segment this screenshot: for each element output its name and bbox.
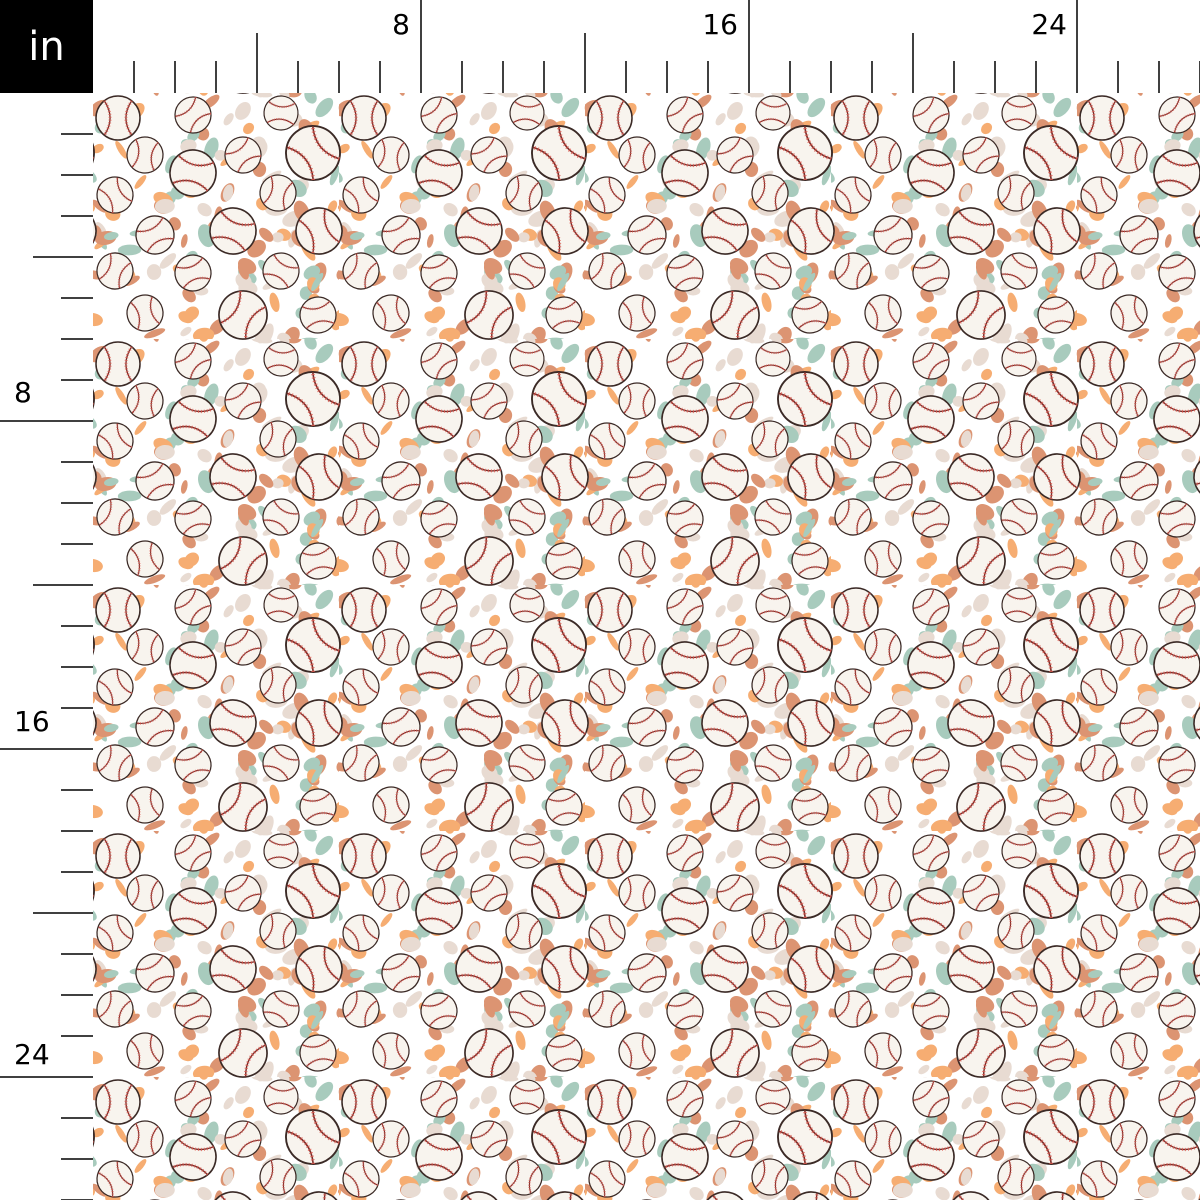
top-label-16: 16 [702,8,738,41]
baseball-print [93,93,1200,1200]
unit-label: in [28,23,65,70]
fabric-pattern [93,93,1200,1200]
left-label-24: 24 [14,1038,50,1071]
unit-badge: in [0,0,93,93]
left-label-8: 8 [14,376,32,409]
top-label-24: 24 [1031,8,1067,41]
left-label-16: 16 [14,705,50,738]
top-label-8: 8 [392,8,410,41]
